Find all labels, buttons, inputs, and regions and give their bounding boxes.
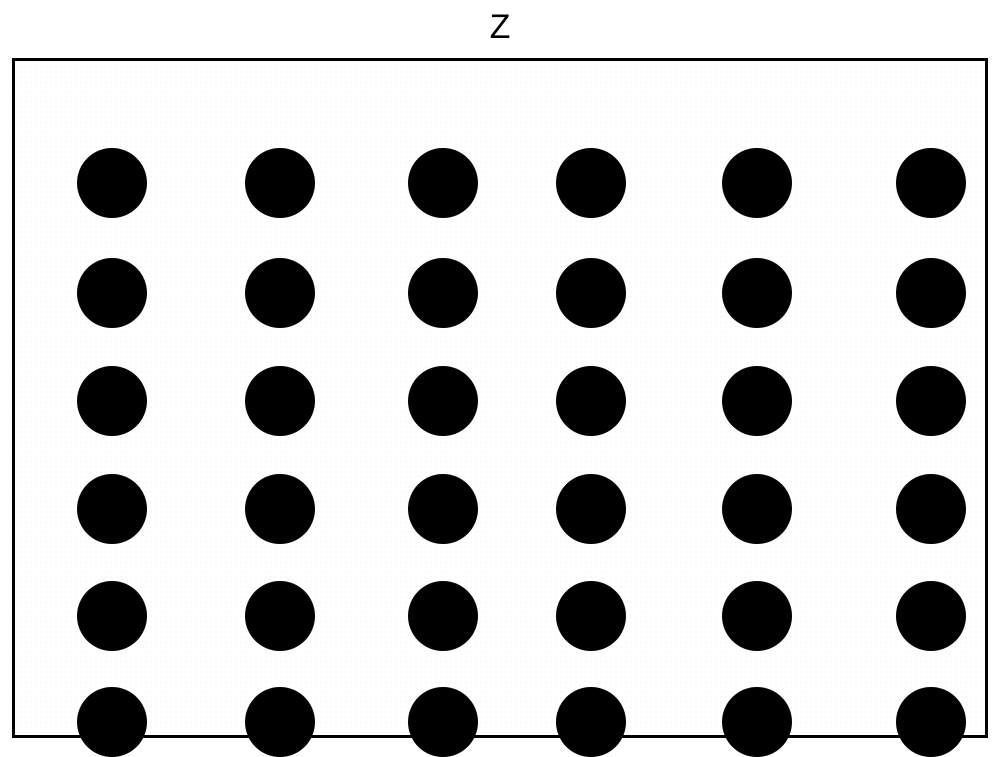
grid-dot — [77, 148, 147, 218]
grid-dot — [896, 687, 966, 757]
grid-dot — [556, 687, 626, 757]
grid-dot — [408, 148, 478, 218]
grid-dot — [722, 366, 792, 436]
grid-dot — [722, 258, 792, 328]
grid-dot — [556, 258, 626, 328]
grid-dot — [408, 474, 478, 544]
grid-dot — [77, 687, 147, 757]
grid-dot — [556, 474, 626, 544]
grid-dot — [77, 258, 147, 328]
grid-dot — [896, 474, 966, 544]
grid-dot — [245, 366, 315, 436]
grid-dot — [77, 581, 147, 651]
grid-dot — [245, 687, 315, 757]
grid-dot — [896, 581, 966, 651]
grid-dot — [722, 474, 792, 544]
grid-dot — [77, 474, 147, 544]
grid-dot — [556, 366, 626, 436]
grid-dot — [77, 366, 147, 436]
grid-dot — [722, 148, 792, 218]
grid-dot — [896, 148, 966, 218]
grid-dot — [722, 581, 792, 651]
frame-texture — [15, 61, 985, 735]
grid-dot — [556, 581, 626, 651]
diagram-container: Z — [0, 0, 1000, 750]
grid-dot — [245, 148, 315, 218]
grid-dot — [896, 366, 966, 436]
grid-dot — [556, 148, 626, 218]
grid-dot — [896, 258, 966, 328]
grid-dot — [245, 581, 315, 651]
grid-dot — [408, 258, 478, 328]
grid-dot — [408, 366, 478, 436]
grid-dot — [722, 687, 792, 757]
diagram-frame — [12, 58, 988, 738]
grid-dot — [245, 258, 315, 328]
diagram-label: Z — [490, 8, 511, 47]
grid-dot — [408, 581, 478, 651]
grid-dot — [408, 687, 478, 757]
grid-dot — [245, 474, 315, 544]
